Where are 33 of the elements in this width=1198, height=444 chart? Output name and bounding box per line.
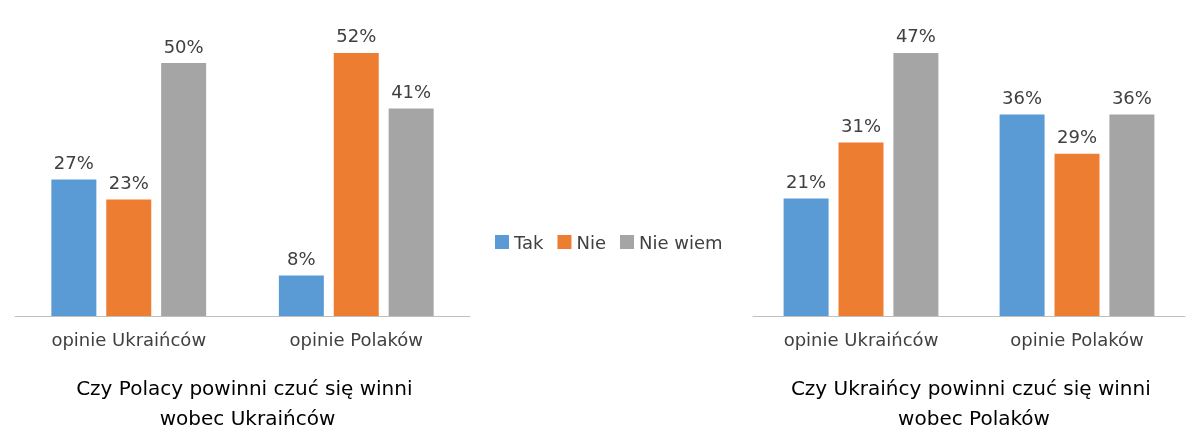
- data-label: 47%: [895, 25, 936, 47]
- bar: [333, 52, 379, 316]
- data-label: 31%: [840, 114, 882, 136]
- x-tick-label: opinie Polaków: [289, 328, 423, 350]
- data-label: 36%: [1002, 86, 1043, 108]
- text: Czy Ukraińcy powinni czuć się winni wobec Polaków: [790, 376, 1158, 430]
- legend-label: Tak: [513, 231, 545, 253]
- bar: [783, 198, 829, 316]
- bar: [106, 199, 152, 316]
- bar: [838, 142, 884, 316]
- data-label: 21%: [786, 170, 827, 192]
- legend-label: Nie: [576, 231, 607, 253]
- data-label: 29%: [1056, 126, 1098, 148]
- text: Czy Polacy powinni czuć się winni wobec Ukraińców: [76, 376, 419, 430]
- bar: [278, 275, 324, 316]
- bar: [893, 52, 939, 316]
- legend-label: Nie wiem: [639, 231, 723, 253]
- data-label: 52%: [336, 25, 377, 47]
- bar: [388, 108, 434, 316]
- bar: [999, 114, 1045, 316]
- bar: [1109, 114, 1155, 316]
- bar: [1054, 153, 1100, 316]
- data-label: 27%: [53, 151, 94, 173]
- bar: [161, 63, 207, 316]
- x-tick-label: opinie Polaków: [1010, 328, 1144, 350]
- data-label: 50%: [163, 35, 204, 57]
- x-tick-label: opinie Ukraińców: [51, 328, 207, 350]
- data-label: 23%: [108, 172, 149, 194]
- data-label: 41%: [391, 81, 432, 103]
- data-label: 8%: [287, 248, 316, 270]
- data-label: 36%: [1111, 86, 1152, 108]
- x-tick-label: opinie Ukraińców: [783, 328, 939, 350]
- bar: [51, 179, 97, 316]
